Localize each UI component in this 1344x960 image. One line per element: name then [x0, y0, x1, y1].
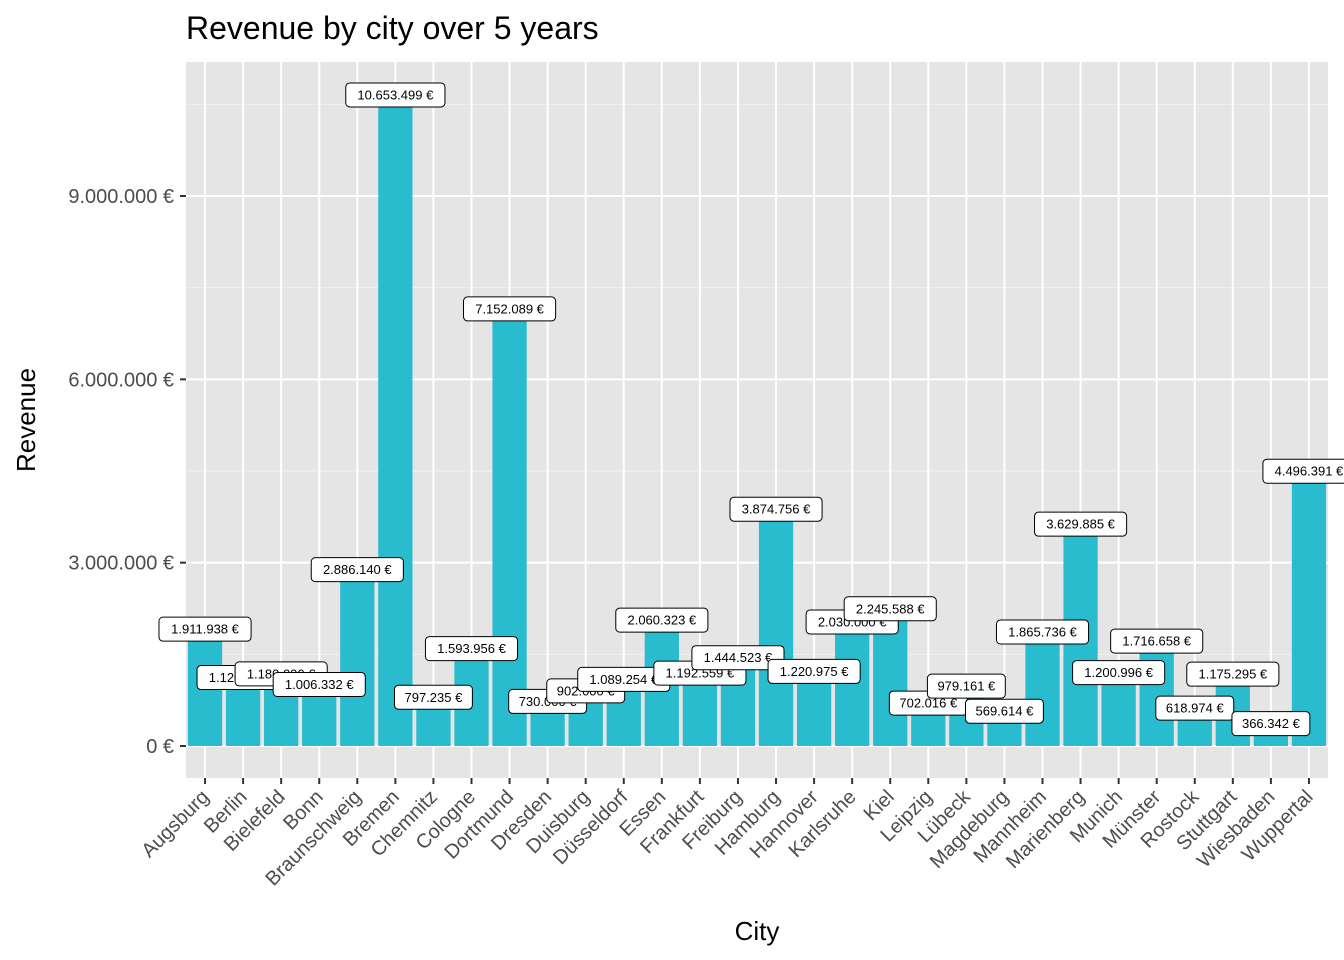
y-axis: 0 € 3.000.000 € 6.000.000 € 9.000.000 €: [68, 186, 186, 758]
data-label-box: [995, 619, 1090, 645]
data-label-text: 3.874.756 €: [742, 502, 811, 517]
chart-title: Revenue by city over 5 years: [186, 10, 599, 46]
data-label: 3.874.756 €: [729, 496, 823, 522]
data-label-text: 2.245.588 €: [856, 601, 925, 616]
bar-bremen: [378, 94, 413, 747]
data-label-text: 1.006.332 €: [285, 677, 354, 692]
data-label-box: [691, 645, 785, 671]
data-label-text: 1.865.736 €: [1008, 624, 1077, 639]
data-label-text: 1.220.975 €: [780, 664, 849, 679]
data-label-box: [424, 636, 519, 662]
data-label-box: [1262, 458, 1344, 484]
data-label-box: [158, 616, 252, 642]
data-label-text: 1.593.956 €: [437, 641, 506, 656]
data-label-box: [1231, 711, 1311, 737]
data-label-box: [1110, 628, 1204, 654]
bar-wuppertal: [1291, 471, 1327, 746]
data-label-box: [767, 658, 861, 684]
data-label: 1.175.295 €: [1186, 661, 1280, 687]
data-label-box: [463, 296, 557, 322]
y-tick-label: 9.000.000 €: [68, 186, 174, 208]
data-label-box: [1155, 695, 1235, 721]
data-label-box: [1034, 511, 1128, 537]
data-label: 1.006.332 €: [272, 672, 366, 698]
bar-dortmund: [492, 308, 527, 746]
data-label: 1.911.938 €: [158, 616, 252, 642]
data-label-text: 10.653.499 €: [357, 87, 434, 102]
data-label: 1.220.975 €: [767, 658, 861, 684]
y-axis-title: Revenue: [11, 368, 41, 472]
data-label-text: 569.614 €: [976, 704, 1035, 719]
data-label: 1.200.996 €: [1072, 660, 1166, 686]
data-label-text: 2.886.140 €: [323, 562, 392, 577]
data-label-text: 1.444.523 €: [704, 650, 773, 665]
bar-mannheim: [1025, 631, 1060, 746]
data-label-box: [729, 496, 823, 522]
data-label-text: 3.629.885 €: [1046, 517, 1115, 532]
data-label: 1.865.736 €: [995, 619, 1090, 645]
data-label-text: 7.152.089 €: [475, 301, 544, 316]
data-label: 2.245.588 €: [843, 596, 937, 622]
data-label: 979.161 €: [926, 673, 1006, 699]
data-label: 1.089.254 €: [577, 666, 671, 692]
data-label: 1.593.956 €: [424, 636, 519, 662]
data-label-text: 1.200.996 €: [1084, 665, 1153, 680]
x-axis: AugsburgBerlinBielefeldBonnBraunschweigB…: [137, 778, 1318, 890]
data-label-text: 1.089.254 €: [589, 672, 658, 687]
data-label-text: 618.974 €: [1166, 701, 1225, 716]
data-label: 618.974 €: [1155, 695, 1235, 721]
data-label-box: [615, 607, 709, 633]
data-label-box: [843, 596, 937, 622]
y-tick-label: 0 €: [146, 736, 174, 758]
data-label: 797.235 €: [393, 684, 473, 710]
data-label-box: [393, 684, 473, 710]
data-label-text: 979.161 €: [937, 679, 996, 694]
data-label-text: 4.496.391 €: [1275, 464, 1344, 479]
x-axis-title: City: [735, 916, 780, 946]
data-label-text: 797.235 €: [405, 690, 464, 705]
data-label-box: [345, 82, 446, 108]
data-label-box: [926, 673, 1006, 699]
bar-hamburg: [758, 509, 794, 746]
data-label: 1.716.658 €: [1110, 628, 1204, 654]
data-label-box: [1186, 661, 1280, 687]
data-label-text: 1.716.658 €: [1122, 634, 1191, 649]
data-label: 7.152.089 €: [463, 296, 557, 322]
data-label: 569.614 €: [964, 698, 1044, 724]
bar-braunschweig: [340, 569, 375, 746]
data-label: 1.444.523 €: [691, 645, 785, 671]
data-label-text: 2.060.323 €: [627, 613, 696, 628]
data-label-box: [964, 698, 1044, 724]
bar-karlsruhe: [835, 621, 870, 746]
grid-lines: [186, 62, 1328, 778]
bar-münster: [1139, 641, 1174, 746]
data-label: 2.886.140 €: [310, 557, 404, 583]
data-label: 4.496.391 €: [1262, 458, 1344, 484]
data-label-box: [272, 672, 366, 698]
y-tick-label: 3.000.000 €: [68, 553, 174, 575]
data-label: 366.342 €: [1231, 711, 1311, 737]
data-label: 3.629.885 €: [1034, 511, 1128, 537]
data-label-text: 366.342 €: [1242, 716, 1301, 731]
data-label-text: 1.911.938 €: [171, 622, 239, 637]
data-label-text: 702.016 €: [899, 696, 958, 711]
data-label: 10.653.499 €: [345, 82, 446, 108]
data-label-box: [310, 557, 404, 583]
y-tick-label: 6.000.000 €: [68, 369, 174, 391]
data-label-box: [1072, 660, 1166, 686]
data-labels: 1.911.938 €1.120.000 €1.180.000 €1.006.3…: [158, 82, 1344, 737]
data-label: 2.060.323 €: [615, 607, 709, 633]
data-label-text: 1.175.295 €: [1198, 667, 1267, 682]
